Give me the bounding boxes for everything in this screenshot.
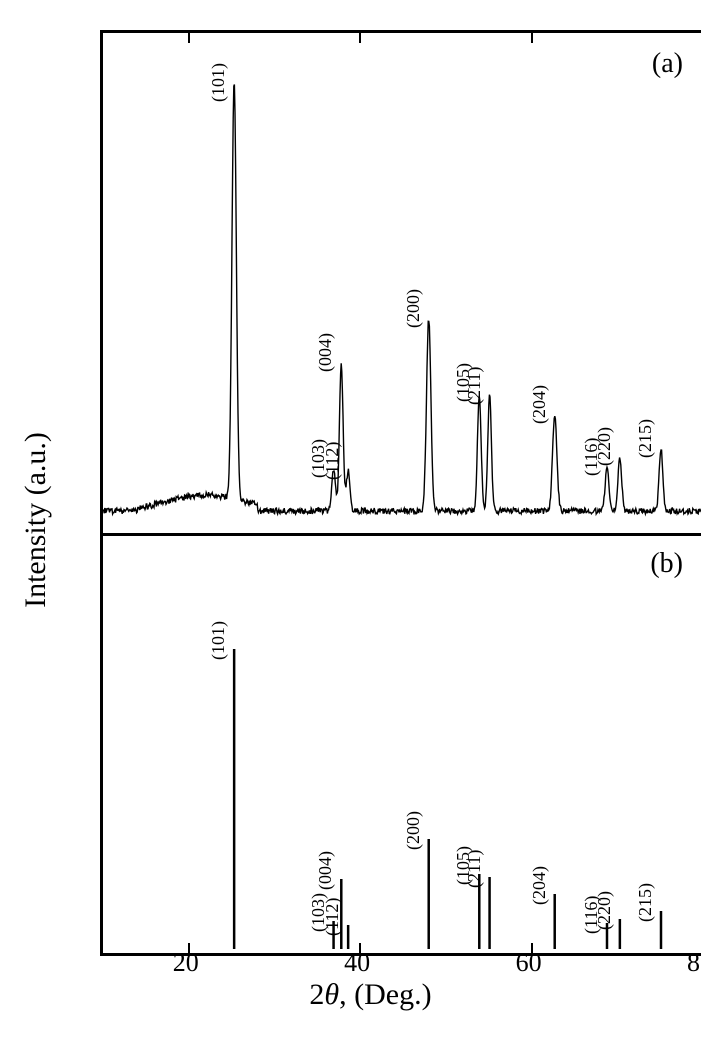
xlabel-prefix: 2 [309, 978, 324, 1011]
peak-label: (220) [594, 427, 615, 466]
x-tick-label: 80 [687, 948, 701, 978]
xlabel-suffix: , (Deg.) [339, 978, 431, 1011]
panel-b: (b) (101)(103)(004)(112)(200)(105)(211)(… [103, 533, 701, 950]
panel-b-svg [103, 533, 701, 950]
peak-label: (101) [208, 63, 229, 102]
x-tick-label: 20 [173, 948, 199, 978]
peak-label: (112) [322, 442, 343, 480]
x-tick-labels: 20 40 60 80 [100, 948, 700, 978]
peak-label: (200) [403, 811, 424, 850]
peak-label: (220) [594, 891, 615, 930]
peak-label: (215) [635, 883, 656, 922]
peak-label: (004) [315, 333, 336, 372]
panel-a: (a) (101)(103)(004)(112)(200)(105)(211)(… [103, 33, 701, 536]
peak-label: (211) [464, 367, 485, 405]
peak-label: (004) [315, 851, 336, 890]
xlabel-theta: θ [324, 978, 339, 1011]
x-axis-label: 2θ, (Deg.) [309, 978, 431, 1012]
x-tick-label: 40 [344, 948, 370, 978]
peak-label: (204) [529, 385, 550, 424]
peak-label: (204) [529, 866, 550, 905]
peak-label: (101) [208, 621, 229, 660]
x-tick-label: 60 [516, 948, 542, 978]
peak-label: (112) [322, 898, 343, 936]
peak-label: (215) [635, 419, 656, 458]
peak-label: (200) [403, 289, 424, 328]
xrd-figure: Intensity (a.u.) (a) (101)(103)(004)(112… [20, 20, 701, 1020]
peak-label: (211) [464, 850, 485, 888]
plot-area: (a) (101)(103)(004)(112)(200)(105)(211)(… [100, 30, 701, 956]
y-axis-label: Intensity (a.u.) [19, 432, 53, 608]
